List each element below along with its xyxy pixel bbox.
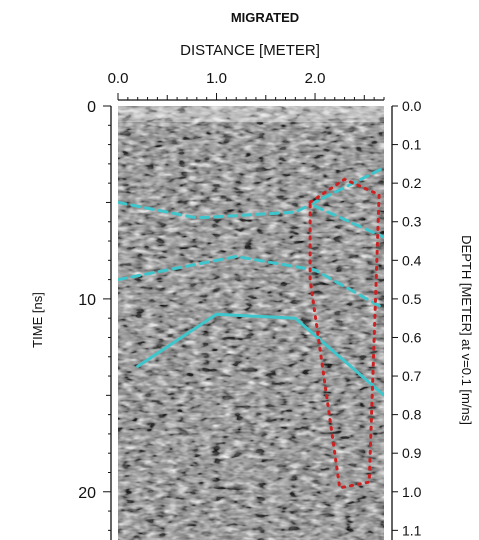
depth-tick-label: 0.8 [402, 407, 422, 423]
radargram-image [118, 106, 384, 540]
depth-tick-label: 1.1 [402, 522, 422, 538]
depth-tick-label: 0.7 [402, 368, 422, 384]
depth-tick-label: 0.2 [402, 175, 422, 191]
depth-tick-label: 0.6 [402, 329, 422, 345]
time-tick-label: 10 [78, 292, 96, 309]
depth-tick-label: 0.3 [402, 214, 422, 230]
x-tick-label: 2.0 [305, 70, 326, 87]
y-axis-label-time: TIME [ns] [30, 292, 45, 348]
depth-tick-label: 1.0 [402, 484, 422, 500]
depth-tick-label: 0.4 [402, 252, 422, 268]
y-axis-label-depth: DEPTH [METER] at v=0.1 [m/ns] [459, 235, 474, 425]
x-axis-label: DISTANCE [METER] [180, 42, 320, 59]
depth-tick-label: 0.1 [402, 137, 422, 153]
x-tick-label: 0.0 [108, 70, 129, 87]
x-tick-label: 1.0 [206, 70, 227, 87]
depth-tick-label: 0.9 [402, 445, 422, 461]
depth-tick-label: 0.5 [402, 291, 422, 307]
time-tick-label: 20 [78, 485, 96, 502]
depth-tick-label: 0.0 [402, 98, 422, 114]
time-tick-label: 0 [87, 99, 96, 116]
chart-title: MIGRATED [231, 10, 299, 25]
